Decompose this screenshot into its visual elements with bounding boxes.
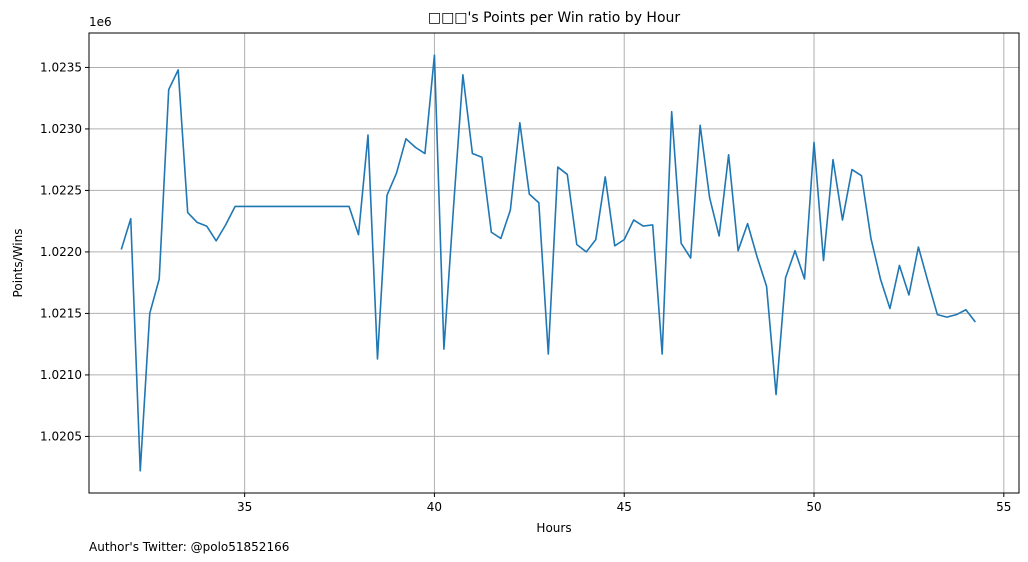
x-tick-label: 35 [237, 500, 252, 514]
x-tick-label: 45 [617, 500, 632, 514]
y-axis-ticks: 1.0205 1.0210 1.0215 1.0220 1.0225 1.0230 1.02… [40, 60, 89, 443]
grid-lines [89, 33, 1019, 493]
x-tick-label: 55 [996, 500, 1011, 514]
y-offset-label: 1e6 [89, 15, 112, 29]
x-tick-label: 40 [427, 500, 442, 514]
y-tick-label: 1.0220 [40, 245, 82, 259]
y-tick-label: 1.0230 [40, 122, 82, 136]
y-tick-label: 1.0210 [40, 368, 82, 382]
y-axis-label: Points/Wins [11, 229, 25, 298]
x-tick-label: 50 [806, 500, 821, 514]
y-tick-label: 1.0225 [40, 183, 82, 197]
y-tick-label: 1.0215 [40, 306, 82, 320]
chart-title: □□□'s Points per Win ratio by Hour [428, 10, 681, 26]
series-line [120, 54, 976, 472]
y-tick-label: 1.0205 [40, 429, 82, 443]
series-layer [120, 54, 976, 472]
plot-frame [88, 32, 1020, 494]
y-tick-label: 1.0235 [40, 60, 82, 74]
x-axis-label: Hours [536, 521, 571, 535]
x-axis-ticks: 35 40 45 50 55 [237, 493, 1011, 514]
author-footnote: Author's Twitter: @polo51852166 [89, 540, 289, 554]
